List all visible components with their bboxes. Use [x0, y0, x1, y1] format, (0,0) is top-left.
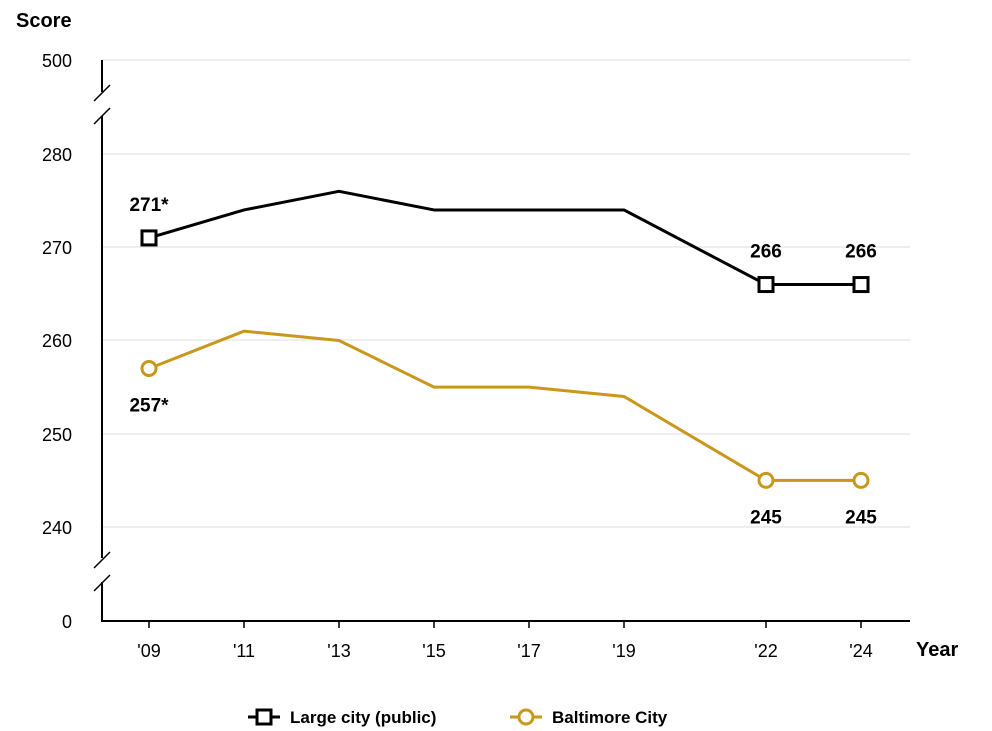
- y-tick-label: 250: [42, 425, 72, 445]
- y-tick-label: 280: [42, 145, 72, 165]
- x-tick-label: '11: [233, 641, 255, 661]
- series-large-city: 271* 266 266: [129, 189, 877, 294]
- x-tick-label: '15: [422, 641, 445, 661]
- legend: Large city (public) Baltimore City: [248, 708, 668, 727]
- data-point-marker: [852, 276, 870, 294]
- data-point-marker: [852, 471, 870, 489]
- legend-item: Large city (public): [248, 708, 436, 727]
- legend-square-icon: [255, 708, 273, 726]
- legend-circle-icon: [517, 708, 535, 726]
- legend-label: Large city (public): [290, 708, 436, 727]
- data-label: 257*: [129, 395, 169, 416]
- data-label: 266: [845, 242, 877, 263]
- x-tick-label: '22: [754, 641, 777, 661]
- y-axis-title: Score: [16, 10, 72, 32]
- data-label: 245: [750, 507, 782, 528]
- legend-item: Baltimore City: [510, 708, 668, 727]
- data-point-marker: [757, 276, 775, 294]
- y-tick-label: 270: [42, 238, 72, 258]
- x-axis-title: Year: [916, 639, 958, 661]
- data-point-marker: [757, 471, 775, 489]
- x-tick-label: '19: [612, 641, 635, 661]
- series-line: [148, 189, 861, 287]
- series-baltimore-city: 257* 245 245: [129, 329, 877, 528]
- legend-label: Baltimore City: [552, 708, 668, 727]
- data-point-marker: [140, 359, 158, 377]
- axes: [93, 60, 910, 622]
- data-label: 271*: [129, 195, 169, 216]
- gridlines: [102, 59, 910, 528]
- y-tick-label: 0: [62, 612, 72, 632]
- y-tick-labels: 500 280 270 260 250 240 0: [42, 51, 72, 632]
- y-tick-label: 260: [42, 331, 72, 351]
- x-tick-label: '13: [327, 641, 350, 661]
- x-tick-label: '17: [517, 641, 540, 661]
- x-tick-labels: '09 '11 '13 '15 '17 '19 '22 '24: [137, 621, 873, 661]
- y-tick-label: 500: [42, 51, 72, 71]
- x-tick-label: '24: [849, 641, 872, 661]
- data-point-marker: [140, 229, 158, 247]
- data-label: 266: [750, 242, 782, 263]
- series-line: [148, 329, 861, 482]
- series-layer: 271* 266 266 257* 245 245: [129, 189, 877, 528]
- y-tick-label: 240: [42, 518, 72, 538]
- x-tick-label: '09: [137, 641, 160, 661]
- data-label: 245: [845, 507, 877, 528]
